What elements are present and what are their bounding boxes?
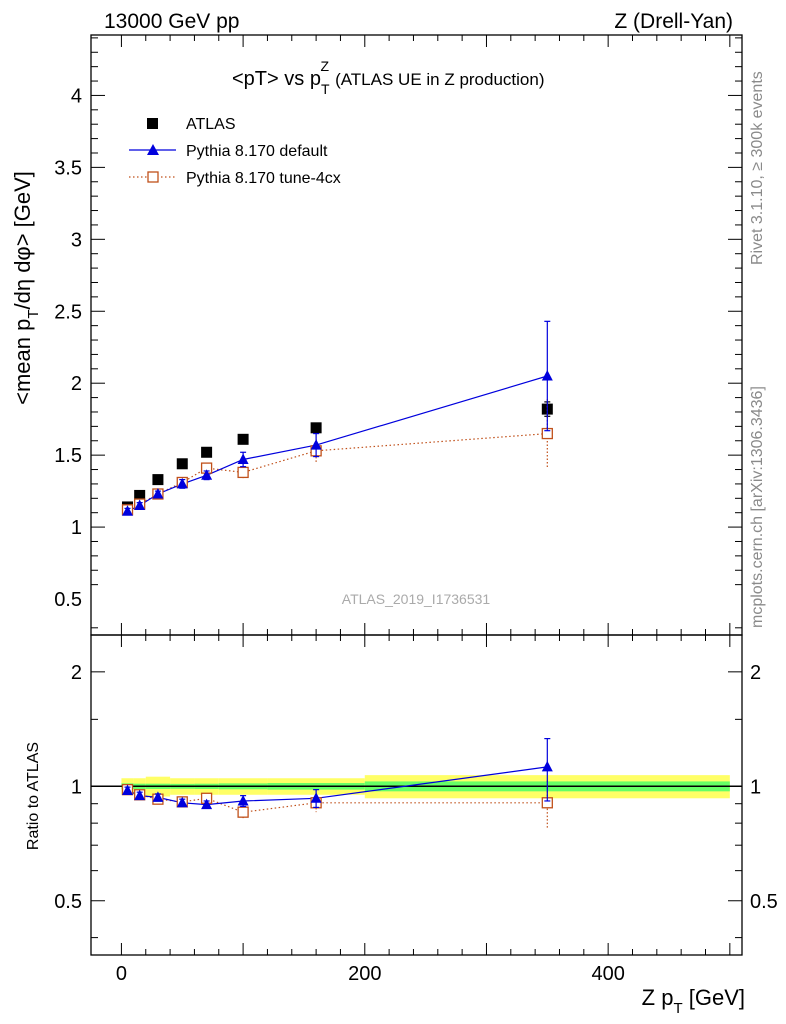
y-tick-label: 3: [71, 229, 82, 251]
y-tick-label: 2.5: [54, 301, 82, 323]
ratio-default-point: [201, 798, 213, 810]
x-tick-label: 400: [591, 963, 624, 985]
plot-title-paren: (ATLAS UE in Z production): [335, 70, 544, 89]
mcplots-label: mcplots.cern.ch [arXiv:1306.3436]: [749, 386, 766, 628]
ratio-default-point: [176, 796, 188, 808]
x-tick-label: 200: [348, 963, 381, 985]
ratio-default-point: [152, 791, 164, 802]
legend-label-atlas: ATLAS: [186, 116, 236, 133]
default-series-line: [127, 375, 548, 512]
ratio-y-tick-label-left: 0.5: [54, 891, 82, 913]
ratio-y-axis-title: Ratio to ATLAS: [25, 742, 42, 850]
atlas-data-point: [237, 433, 249, 445]
analysis-watermark: ATLAS_2019_I1736531: [342, 591, 491, 607]
ratio-y-tick-label-left: 1: [71, 776, 82, 798]
x-tick-label: 0: [116, 963, 127, 985]
atlas-data-point: [134, 489, 146, 501]
atlas-data-point: [310, 422, 322, 434]
y-tick-label: 2: [71, 373, 82, 395]
y-tick-label: 3.5: [54, 157, 82, 179]
plot-title-main: <pT> vs p: [232, 68, 321, 90]
tune-series-line: [127, 433, 548, 511]
ratio-y-tick-label-right: 0.5: [750, 891, 778, 913]
atlas-data-point: [176, 458, 188, 470]
ratio-tune-point: [237, 806, 249, 818]
plot-title-sup: Z: [321, 58, 330, 74]
legend-marker-atlas: [147, 118, 158, 129]
tune-data-point: [237, 466, 249, 479]
y-tick-label: 4: [71, 85, 82, 107]
y-tick-label: 1.5: [54, 445, 82, 467]
default-data-point: [541, 370, 553, 381]
default-data-point: [122, 505, 134, 516]
default-data-point: [152, 487, 164, 499]
atlas-data-point: [152, 474, 164, 486]
ratio-y-tick-label-left: 2: [71, 662, 82, 684]
ratio-y-tick-label-right: 2: [750, 662, 761, 684]
legend-label-tune: Pythia 8.170 tune-4cx: [186, 170, 341, 187]
ratio-panel-frame: [90, 634, 743, 956]
plot-title-sub: T: [321, 81, 330, 97]
y-axis-title: <mean pT/dη dφ> [GeV]: [10, 171, 42, 405]
legend-marker-tune: [147, 171, 159, 183]
ratio-default-point: [134, 789, 146, 801]
default-data-point: [310, 439, 322, 450]
y-tick-label: 1: [71, 517, 82, 539]
default-data-point: [176, 477, 188, 489]
legend: ATLAS Pythia 8.170 default Pythia 8.170 …: [129, 116, 341, 187]
y-axis-title-main: <mean p: [10, 319, 35, 405]
rivet-version-label: Rivet 3.1.10, ≥ 300k events: [749, 71, 766, 265]
y-tick-label: 0.5: [54, 589, 82, 611]
ratio-default-point: [541, 760, 553, 772]
ratio-y-tick-label-right: 1: [750, 776, 761, 798]
main-panel: 0.5 1 1.5 2 2.5 3 3.5 4: [54, 34, 743, 636]
ratio-default-point: [237, 794, 249, 806]
legend-marker-default: [147, 144, 159, 155]
legend-label-default: Pythia 8.170 default: [186, 143, 328, 160]
x-axis-title: Z pT [GeV]: [642, 985, 745, 1017]
process-label: Z (Drell-Yan): [614, 10, 733, 33]
atlas-data-point: [201, 446, 213, 458]
ratio-default-point: [310, 792, 322, 803]
default-data-point: [134, 499, 146, 511]
ratio-default-point: [122, 784, 134, 795]
ratio-panel: 0 200 400 0.5 0.5 1 1 2 2: [54, 634, 778, 985]
default-data-point: [237, 453, 249, 464]
plot-title: <pT> vs pTZ (ATLAS UE in Z production): [232, 58, 545, 97]
y-axis-title-rest: /dη dφ> [GeV]: [10, 171, 35, 309]
energy-label: 13000 GeV pp: [104, 10, 239, 33]
default-data-point: [201, 469, 213, 480]
y-axis-title-sub: T: [25, 310, 42, 319]
